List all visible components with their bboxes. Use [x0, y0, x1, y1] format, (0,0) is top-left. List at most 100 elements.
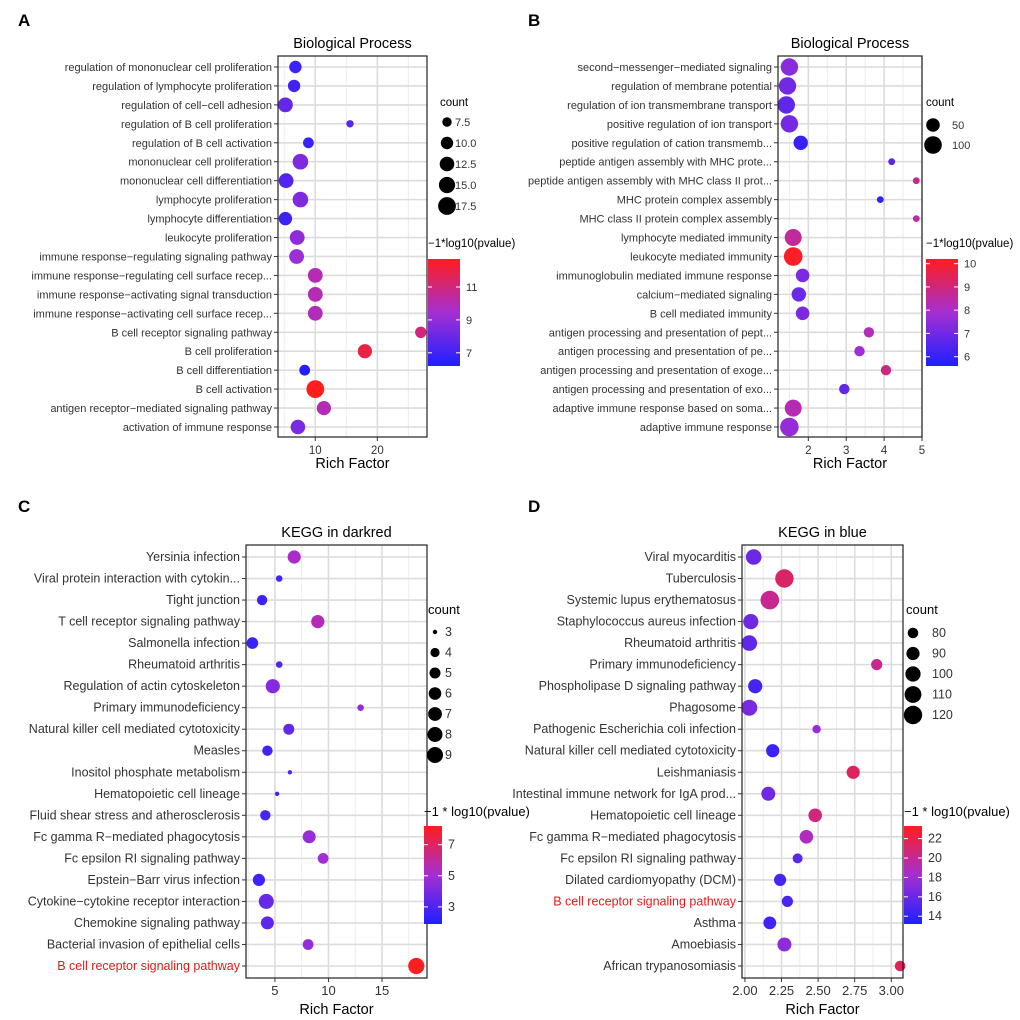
size-legend-label: 9: [445, 748, 452, 762]
category-label: calcium−mediated signaling: [637, 289, 772, 301]
category-label: B cell receptor signaling pathway: [57, 959, 240, 973]
size-legend-title: count: [926, 97, 955, 109]
category-label: Hematopoietic cell lineage: [94, 787, 240, 801]
category-label: Fc epsilon RI signaling pathway: [560, 851, 737, 865]
color-legend-title: −1*log10(pvalue): [428, 238, 515, 250]
data-point: [775, 569, 794, 588]
category-label: regulation of lymphocyte proliferation: [92, 81, 272, 93]
data-point: [307, 287, 323, 302]
color-legend-label: 7: [448, 838, 455, 852]
category-label: regulation of mononuclear cell prolifera…: [65, 62, 272, 74]
data-point: [346, 120, 354, 128]
plot-border: [777, 55, 923, 438]
data-point: [289, 60, 302, 74]
category-label: African trypanosomiasis: [603, 959, 736, 973]
category-label: second−messenger−mediated signaling: [578, 62, 772, 74]
category-label: immune response−regulating signaling pat…: [39, 251, 272, 263]
color-legend-title: −1 * log10(pvalue): [904, 804, 1010, 819]
data-point: [302, 939, 314, 950]
category-label: B cell receptor signaling pathway: [111, 327, 272, 339]
category-label: Fluid shear stress and atherosclerosis: [29, 808, 240, 822]
data-point: [256, 594, 268, 606]
size-legend-dot: [428, 687, 442, 700]
data-point: [278, 97, 293, 113]
size-legend-dot: [442, 117, 452, 127]
category-label: immunoglobulin mediated immune response: [556, 270, 772, 282]
category-label: Viral myocarditis: [645, 550, 736, 564]
color-legend-label: 22: [928, 832, 942, 846]
x-axis-label: Rich Factor: [813, 456, 887, 472]
category-label: Rheumatoid arthritis: [128, 658, 240, 672]
size-legend-dot: [903, 705, 923, 725]
category-label: lymphocyte proliferation: [156, 195, 272, 207]
category-label: Fc epsilon RI signaling pathway: [64, 851, 241, 865]
data-point: [317, 853, 329, 864]
panel-letter-d: D: [528, 497, 540, 516]
x-tick-label: 10: [321, 983, 335, 998]
data-point: [784, 399, 802, 417]
plot-background: [778, 56, 922, 437]
category-label: B cell proliferation: [185, 346, 272, 358]
data-point: [783, 247, 803, 266]
size-legend-label: 8: [445, 728, 452, 742]
chart-title: KEGG in darkred: [281, 525, 391, 541]
data-point: [275, 661, 283, 668]
category-label: Yersinia infection: [146, 550, 240, 564]
x-tick-label: 2: [805, 445, 811, 457]
data-point: [289, 249, 304, 264]
data-point: [863, 327, 875, 338]
data-point: [289, 230, 305, 245]
size-legend-label: 10.0: [455, 138, 476, 150]
category-label: antigen processing and presentation of e…: [540, 365, 772, 377]
x-tick-label: 2.50: [805, 983, 830, 998]
size-legend-dot: [905, 666, 921, 682]
size-legend-dot: [428, 707, 442, 721]
category-label: Phagosome: [669, 701, 736, 715]
color-legend-label: 20: [928, 851, 942, 865]
chart-title: Biological Process: [791, 36, 909, 52]
data-point: [894, 960, 906, 972]
category-label: Measles: [193, 744, 240, 758]
data-point: [780, 58, 799, 76]
size-legend-dot: [439, 156, 455, 172]
category-label: immune response−activating signal transd…: [37, 289, 272, 301]
data-point: [357, 704, 364, 711]
color-legend-label: 5: [448, 869, 455, 883]
data-point: [761, 786, 776, 801]
data-point: [278, 211, 293, 226]
category-label: Staphylococcus aureus infection: [557, 615, 736, 629]
category-label: lymphocyte mediated immunity: [621, 233, 773, 245]
panel-letter-b: B: [528, 11, 540, 30]
data-point: [302, 830, 316, 844]
panel-d: KEGG in blue Viral myocarditis Tuberculosi…: [512, 525, 1010, 1018]
data-point: [871, 659, 883, 671]
plot-background: [278, 56, 427, 437]
color-legend-label: 10: [964, 259, 976, 271]
data-point: [292, 191, 309, 208]
size-legend-label: 110: [932, 688, 952, 702]
data-point: [778, 77, 797, 95]
color-legend-label: 7: [466, 348, 472, 360]
size-legend-title: count: [428, 602, 460, 617]
data-point: [792, 853, 803, 864]
data-point: [846, 765, 860, 779]
category-label: Hematopoietic cell lineage: [590, 808, 736, 822]
size-legend-label: 7: [445, 707, 452, 721]
data-point: [303, 137, 314, 149]
panel-letter-a: A: [18, 11, 30, 30]
color-legend-label: 6: [964, 352, 970, 364]
data-point: [839, 383, 850, 395]
chart-title: KEGG in blue: [778, 525, 867, 541]
color-legend-title: −1*log10(pvalue): [926, 238, 1013, 250]
data-point: [275, 575, 283, 582]
x-tick-label: 5: [271, 983, 278, 998]
data-point: [299, 364, 311, 376]
data-point: [793, 135, 808, 150]
size-legend-label: 6: [445, 687, 452, 701]
data-point: [880, 365, 892, 376]
data-point: [316, 401, 331, 416]
data-point: [262, 745, 273, 756]
category-label: regulation of cell−cell adhesion: [121, 100, 272, 112]
category-label: immune response−activating cell surface …: [33, 308, 272, 320]
size-legend-dot: [429, 667, 441, 679]
